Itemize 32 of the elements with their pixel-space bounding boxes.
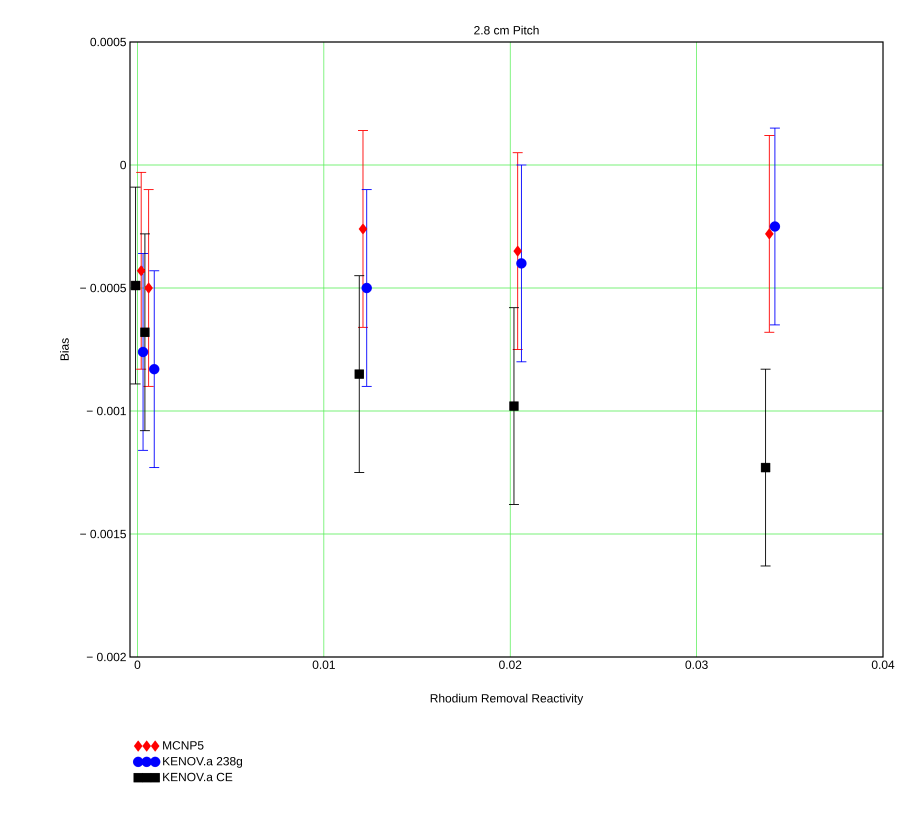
x-tick-label: 0.03 (685, 660, 708, 669)
y-tick-label: − 0.002 (86, 652, 126, 662)
x-tick-label: 0.04 (872, 660, 894, 669)
y-tick-label: − 0.0005 (80, 284, 126, 292)
x-tick-label: 0.01 (312, 660, 335, 669)
point (138, 346, 148, 358)
point (130, 280, 140, 290)
point (513, 245, 522, 257)
point (354, 369, 364, 379)
legend-label: KENOV.a CE (163, 772, 232, 782)
y-tick-label: − 0.0015 (80, 530, 126, 538)
y-tick-label: − 0.001 (86, 406, 126, 416)
y-tick-label: 0 (120, 160, 126, 170)
point (144, 282, 153, 294)
legend-label: KENOV.a 238g (163, 756, 242, 768)
chart-title: 2.8 cm Pitch (474, 26, 539, 34)
point (770, 221, 780, 232)
point (509, 401, 519, 411)
y-axis-title: Bias (60, 338, 69, 360)
y-tick-label: 0.0005 (90, 38, 126, 46)
point (765, 228, 774, 240)
point (140, 328, 150, 337)
legend-label: MCNP5 (163, 741, 204, 750)
point (358, 223, 368, 235)
x-axis-title: Rhodium Removal Reactivity (430, 694, 584, 705)
point (362, 282, 372, 294)
point (149, 364, 160, 374)
x-tick-label: 0.02 (499, 660, 522, 669)
point (760, 462, 770, 472)
point (136, 265, 146, 276)
point (516, 258, 527, 269)
x-tick-label: 0 (134, 660, 140, 669)
